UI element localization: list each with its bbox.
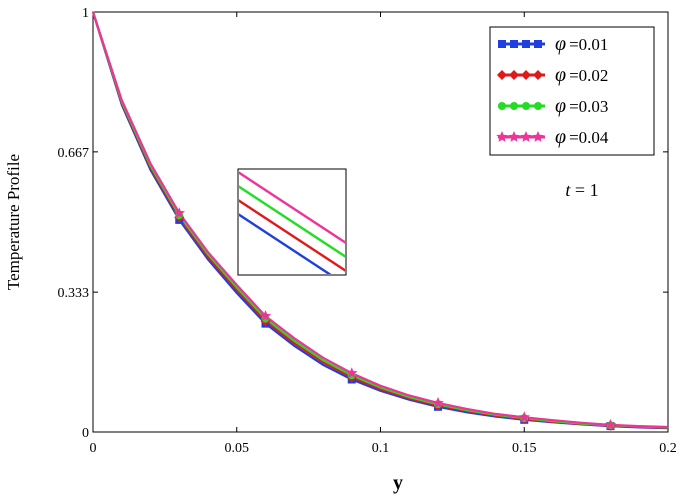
legend-item-2: φ =0.02 xyxy=(497,64,608,86)
zoom-inset xyxy=(237,168,347,276)
legend-phi-symbol: φ xyxy=(555,33,566,55)
marker-square xyxy=(522,40,530,48)
marker-star xyxy=(346,367,358,379)
legend-label: φ =0.01 xyxy=(555,33,608,55)
legend-label: φ =0.04 xyxy=(555,126,609,148)
x-tick-label: 0.1 xyxy=(372,441,390,456)
legend-items: φ =0.01φ =0.02φ =0.03φ =0.04 xyxy=(496,33,609,148)
series-lines xyxy=(91,11,669,430)
marker-star xyxy=(496,131,508,142)
marker-star xyxy=(508,131,520,142)
x-axis-title: y xyxy=(393,472,403,494)
time-annotation: t = 1 xyxy=(565,180,598,200)
legend-phi-symbol: φ xyxy=(555,126,566,148)
x-tick-label: 0.2 xyxy=(659,441,677,456)
inset-line-4 xyxy=(239,171,345,244)
legend-item-1: φ =0.01 xyxy=(498,33,608,55)
inset-line-3 xyxy=(239,185,345,258)
time-variable: t xyxy=(565,180,571,200)
inset-line-1 xyxy=(239,213,332,274)
marker-diamond xyxy=(497,70,507,80)
legend-value: =0.02 xyxy=(569,66,608,85)
marker-circle xyxy=(498,102,506,110)
legend-box xyxy=(489,26,655,156)
inset-line-2 xyxy=(239,199,345,272)
y-tick-label: 0.333 xyxy=(58,286,90,301)
marker-circle xyxy=(534,102,542,110)
marker-circle xyxy=(522,102,530,110)
x-tick-label: 0 xyxy=(90,441,97,456)
marker-star xyxy=(532,131,544,142)
x-tick-label: 0.05 xyxy=(225,441,250,456)
x-tick-label: 0.15 xyxy=(512,441,537,456)
legend-value: =0.04 xyxy=(569,128,609,147)
legend-label: φ =0.02 xyxy=(555,64,608,86)
legend-item-4: φ =0.04 xyxy=(496,126,609,148)
marker-star xyxy=(259,310,272,321)
axis-ticks: 0 0.05 0.1 0.15 0.2 0 0.333 0.667 1 xyxy=(58,6,677,456)
legend-item-3: φ =0.03 xyxy=(498,95,608,117)
y-tick-label: 0 xyxy=(82,426,89,441)
marker-star xyxy=(173,207,185,218)
y-axis-title: Temperature Profile xyxy=(4,154,23,290)
series-line-4 xyxy=(91,11,669,429)
legend-label: φ =0.03 xyxy=(555,95,608,117)
marker-square xyxy=(498,40,506,48)
marker-star xyxy=(432,397,444,408)
marker-circle xyxy=(510,102,518,110)
time-value: = 1 xyxy=(570,180,598,200)
marker-diamond xyxy=(533,70,543,80)
marker-star xyxy=(520,131,532,142)
marker-square xyxy=(534,40,542,48)
y-tick-label: 1 xyxy=(82,6,89,21)
legend-phi-symbol: φ xyxy=(555,95,566,117)
marker-diamond xyxy=(521,70,531,80)
legend-value: =0.03 xyxy=(569,97,608,116)
marker-star xyxy=(604,418,617,430)
y-tick-label: 0.667 xyxy=(58,146,90,161)
inset-lines xyxy=(239,171,345,274)
legend-value: =0.01 xyxy=(569,35,608,54)
marker-diamond xyxy=(509,70,519,80)
marker-star xyxy=(518,411,530,423)
marker-square xyxy=(510,40,518,48)
legend: φ =0.01φ =0.02φ =0.03φ =0.04 xyxy=(489,26,655,156)
series-markers xyxy=(173,207,617,431)
legend-phi-symbol: φ xyxy=(555,64,566,86)
